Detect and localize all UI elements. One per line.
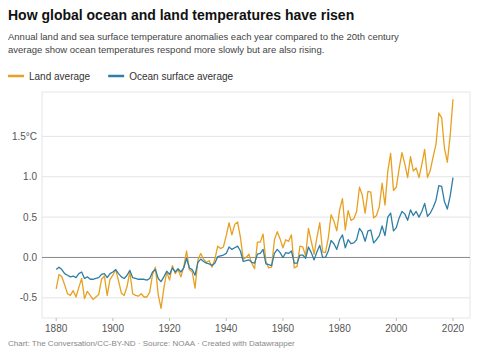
y-tick-label: 1.0	[23, 171, 37, 182]
x-tick-label: 1980	[328, 323, 351, 334]
y-tick-label: 1.5°C	[12, 131, 37, 142]
x-tick	[169, 318, 170, 321]
x-tick-label: 1880	[45, 323, 68, 334]
legend-label: Land average	[29, 71, 91, 82]
chart: How global ocean and land temperatures h…	[0, 0, 480, 352]
legend: Land average Ocean surface average	[8, 71, 234, 82]
x-tick-label: 1960	[272, 323, 295, 334]
y-tick-label: 0.5	[23, 212, 37, 223]
series-line	[56, 178, 453, 282]
plot-area	[56, 99, 453, 308]
x-tick	[56, 318, 57, 321]
x-tick-label: 1940	[215, 323, 238, 334]
legend-swatch	[108, 75, 124, 78]
x-tick	[396, 318, 397, 321]
y-tick-label: 0.0	[23, 252, 37, 263]
series-line	[56, 99, 453, 308]
x-tick-label: 1920	[158, 323, 181, 334]
plot-frame	[42, 92, 470, 318]
x-tick	[226, 318, 227, 321]
title: How global ocean and land temperatures h…	[8, 7, 354, 23]
legend-swatch	[8, 75, 24, 78]
x-tick	[112, 318, 113, 321]
grid-line	[42, 176, 470, 177]
x-tick-label: 2000	[385, 323, 408, 334]
x-tick-label: 2020	[442, 323, 465, 334]
legend-label: Ocean surface average	[129, 71, 233, 82]
x-tick	[282, 318, 283, 321]
x-tick	[452, 318, 453, 321]
y-tick-label: -0.5	[20, 292, 38, 303]
x-tick	[339, 318, 340, 321]
footer: Chart: The Conversation/CC-BY-ND · Sourc…	[8, 339, 295, 348]
subtitle: Annual land and sea surface temperature …	[8, 31, 399, 55]
legend-item: Land average	[8, 71, 91, 82]
legend-item: Ocean surface average	[108, 71, 233, 82]
grid-line	[42, 297, 470, 298]
grid-line	[42, 136, 470, 137]
x-tick-label: 1900	[102, 323, 125, 334]
